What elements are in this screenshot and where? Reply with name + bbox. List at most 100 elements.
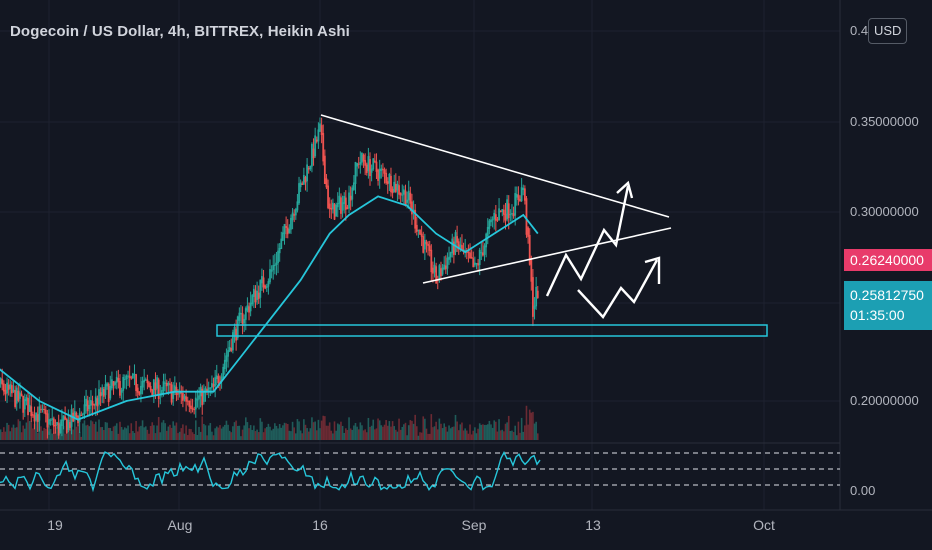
candle-body — [49, 419, 52, 421]
ascending-trendline[interactable] — [422, 227, 672, 284]
candle-body — [440, 268, 442, 277]
volume-bar — [51, 433, 54, 440]
volume-bar — [20, 432, 23, 440]
volume-bar — [75, 426, 78, 440]
candle-body — [433, 264, 436, 273]
volume-bar — [351, 429, 354, 440]
candle-body — [315, 139, 318, 142]
candle-body — [12, 389, 15, 392]
volume-bar — [170, 427, 173, 440]
candle-body — [246, 305, 249, 311]
volume-bar — [11, 427, 13, 440]
candle-body — [451, 238, 454, 254]
volume-bar — [114, 425, 116, 440]
volume-bar — [285, 423, 287, 440]
candle-body — [109, 385, 112, 399]
volume-bar — [470, 434, 473, 440]
candle-body — [259, 279, 262, 298]
volume-bar — [111, 431, 113, 440]
volume-bar — [56, 427, 58, 440]
candle-body — [177, 393, 179, 395]
volume-bar — [256, 429, 258, 440]
volume-bar — [259, 418, 262, 440]
candle-body — [48, 418, 50, 425]
volume-bar — [512, 432, 515, 440]
candle-body — [204, 388, 207, 393]
candle-body — [335, 204, 338, 217]
currency-badge[interactable]: USD — [868, 18, 908, 44]
candle-body — [398, 185, 400, 195]
date-label-19: 19 — [47, 517, 63, 533]
candle-body — [373, 160, 376, 162]
candle-body — [407, 190, 410, 201]
candle-body — [341, 202, 344, 211]
candle-body — [322, 133, 325, 162]
candle-body — [101, 387, 104, 396]
candle-body — [152, 379, 155, 395]
volume-bar — [203, 423, 205, 440]
volume-bar — [199, 431, 202, 440]
volume-bar — [312, 422, 315, 440]
volume-bar — [456, 421, 458, 440]
volume-bar — [249, 425, 252, 440]
projection-arrow-2[interactable] — [577, 256, 661, 319]
candle-body — [504, 213, 507, 221]
candle-body — [196, 399, 199, 401]
descending-trendline[interactable] — [320, 114, 670, 218]
volume-bar — [257, 432, 260, 440]
volume-bar — [172, 421, 175, 440]
candle-body — [56, 422, 58, 426]
volume-bar — [1, 432, 4, 440]
candle-body — [7, 384, 10, 390]
candle-body — [382, 168, 384, 170]
volume-bar — [535, 421, 537, 440]
candle-body — [309, 165, 312, 170]
candle-body — [494, 214, 497, 221]
candle-body — [390, 175, 392, 193]
candle-body — [352, 182, 355, 190]
candle-body — [327, 185, 329, 209]
candle-body — [491, 219, 494, 221]
candle-body — [233, 326, 236, 336]
candle-body — [527, 227, 529, 237]
candle-body — [338, 195, 341, 204]
candle-body — [23, 399, 26, 410]
volume-bar — [122, 429, 125, 440]
date-label-aug: Aug — [167, 517, 193, 533]
candle-body — [211, 383, 213, 388]
volume-bar — [490, 424, 492, 440]
projection-arrow-1[interactable] — [545, 180, 634, 297]
date-label-sep: Sep — [461, 517, 487, 533]
volume-bar — [417, 435, 420, 440]
candle-body — [323, 155, 326, 184]
candle-body — [312, 148, 315, 159]
candle-body — [264, 285, 267, 289]
candle-body — [404, 190, 407, 207]
volume-bar — [330, 430, 333, 440]
candle-body — [67, 420, 70, 431]
candle-body — [17, 390, 20, 401]
volume-bar — [17, 419, 20, 440]
volume-bar — [120, 427, 123, 440]
candle-body — [262, 277, 265, 288]
candle-body — [482, 252, 484, 256]
candle-body — [441, 267, 444, 275]
candle-body — [367, 156, 370, 172]
volume-bar — [395, 429, 397, 440]
volume-bar — [438, 418, 441, 440]
volume-bar — [480, 424, 483, 440]
candle-body — [330, 207, 333, 210]
candle-body — [43, 408, 46, 410]
candle-body — [193, 409, 196, 411]
volume-bar — [390, 426, 392, 440]
volume-bar — [414, 414, 416, 440]
candle-body — [383, 169, 386, 174]
candle-body — [169, 383, 171, 385]
candle-body — [401, 194, 404, 196]
volume-bar — [175, 422, 178, 440]
candle-body — [138, 391, 141, 395]
candle-body — [378, 169, 381, 179]
support-zone-rectangle[interactable] — [216, 324, 768, 337]
